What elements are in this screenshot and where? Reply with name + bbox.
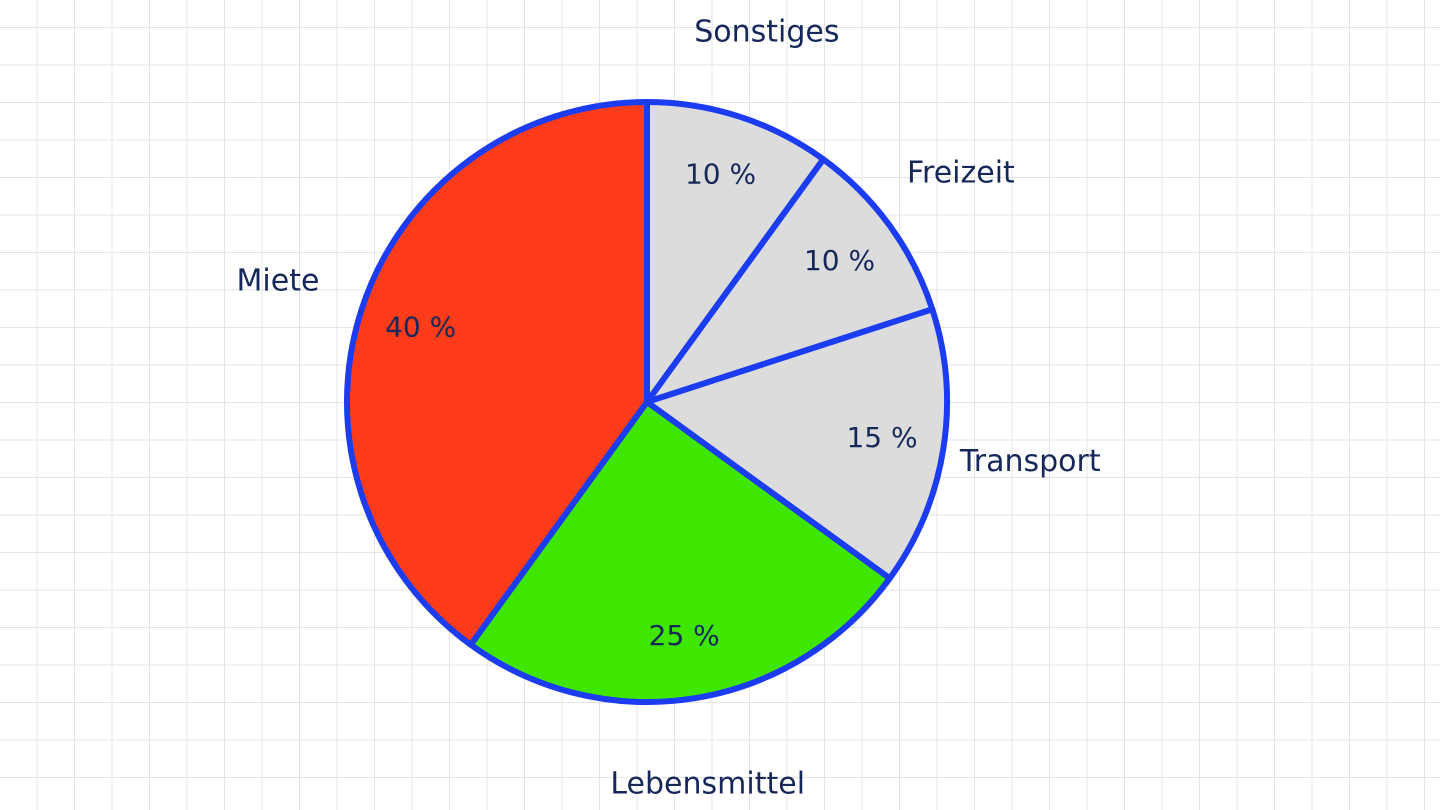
category-label: Lebensmittel	[610, 767, 805, 802]
value-label: 40 %	[385, 310, 456, 343]
value-label: 25 %	[649, 619, 720, 652]
category-label: Transport	[959, 444, 1101, 479]
category-label: Miete	[237, 264, 320, 299]
pie-slice	[644, 99, 827, 405]
pie-slice	[644, 156, 936, 405]
value-label: 10 %	[685, 158, 756, 191]
value-label: 10 %	[804, 244, 875, 277]
pie-slice	[467, 399, 893, 705]
category-label: Sonstiges	[694, 14, 839, 49]
value-label: 15 %	[846, 421, 917, 454]
category-label: Freizeit	[907, 155, 1015, 190]
pie-slice	[644, 306, 950, 582]
pie-slice	[344, 99, 650, 648]
